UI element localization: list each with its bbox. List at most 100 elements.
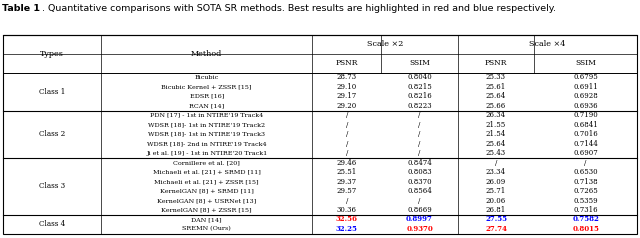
Text: RCAN [14]: RCAN [14] [189,103,225,108]
Text: PSNR: PSNR [485,59,507,67]
Text: SSIM: SSIM [409,59,430,67]
Text: Bicubic Kernel + ZSSR [15]: Bicubic Kernel + ZSSR [15] [161,84,252,89]
Text: Michaeli et al. [21] + SRMD [11]: Michaeli et al. [21] + SRMD [11] [153,170,260,175]
Text: 29.37: 29.37 [337,178,357,186]
Text: 27.74: 27.74 [485,225,507,233]
Text: 21.54: 21.54 [486,130,506,138]
Text: 0.8669: 0.8669 [407,206,432,214]
Text: /: / [419,197,420,204]
Bar [3,35,637,234]
Text: 28.73: 28.73 [337,73,357,81]
Text: /: / [346,111,348,119]
Text: Scale ×2: Scale ×2 [367,40,403,48]
Text: Class 4: Class 4 [39,220,65,228]
Text: 20.06: 20.06 [486,197,506,204]
Text: 0.8997: 0.8997 [406,215,433,223]
Text: 0.6841: 0.6841 [573,121,598,129]
Text: KernelGAN [8] + SRMD [11]: KernelGAN [8] + SRMD [11] [160,188,253,193]
Text: /: / [419,121,420,129]
Text: 32.25: 32.25 [336,225,358,233]
Text: Class 3: Class 3 [39,182,65,190]
Text: 0.7265: 0.7265 [573,187,598,195]
Text: Types: Types [40,50,64,58]
Text: . Quantitative comparisons with SOTA SR methods. Best results are highlighted in: . Quantitative comparisons with SOTA SR … [42,4,556,13]
Text: WDSR [18]- 2nd in NTIRE'19 Track4: WDSR [18]- 2nd in NTIRE'19 Track4 [147,141,266,146]
Text: Class 2: Class 2 [39,130,65,138]
Text: 25.64: 25.64 [486,92,506,100]
Text: 0.5359: 0.5359 [573,197,598,204]
Text: Bicubic: Bicubic [195,75,219,80]
Text: Table 1: Table 1 [2,4,40,13]
Text: 0.6530: 0.6530 [573,168,598,176]
Text: /: / [584,159,587,167]
Text: Method: Method [191,50,222,58]
Text: 0.8215: 0.8215 [407,83,432,91]
Text: 27.55: 27.55 [485,215,507,223]
Text: 0.8216: 0.8216 [407,92,432,100]
Text: 29.57: 29.57 [337,187,357,195]
Text: EDSR [16]: EDSR [16] [189,94,224,99]
Text: WDSR [18]- 1st in NTIRE'19 Track3: WDSR [18]- 1st in NTIRE'19 Track3 [148,132,265,137]
Text: 0.6907: 0.6907 [573,149,598,157]
Text: 0.6795: 0.6795 [573,73,598,81]
Text: KernelGAN [8] + ZSSR [15]: KernelGAN [8] + ZSSR [15] [161,208,252,213]
Text: Ji et al. [19] - 1st in NTIRE'20 Track1: Ji et al. [19] - 1st in NTIRE'20 Track1 [146,151,268,156]
Text: 30.36: 30.36 [337,206,357,214]
Text: /: / [346,140,348,148]
Text: /: / [419,140,420,148]
Text: 0.7582: 0.7582 [572,215,599,223]
Text: SREMN (Ours): SREMN (Ours) [182,226,231,232]
Text: 0.8083: 0.8083 [407,168,432,176]
Text: 0.8474: 0.8474 [407,159,432,167]
Text: Cornillere et al. [20]: Cornillere et al. [20] [173,160,240,165]
Text: Scale ×4: Scale ×4 [529,40,565,48]
Text: 29.10: 29.10 [337,83,357,91]
Text: 29.17: 29.17 [337,92,357,100]
Text: /: / [346,130,348,138]
Text: WDSR [18]- 1st in NTIRE'19 Track2: WDSR [18]- 1st in NTIRE'19 Track2 [148,122,266,127]
Text: 0.7316: 0.7316 [573,206,598,214]
Text: 0.8564: 0.8564 [407,187,432,195]
Text: 0.7144: 0.7144 [573,140,598,148]
Text: 23.34: 23.34 [486,168,506,176]
Text: 21.55: 21.55 [486,121,506,129]
Text: 0.8015: 0.8015 [572,225,599,233]
Text: 25.64: 25.64 [486,140,506,148]
Text: 0.6928: 0.6928 [573,92,598,100]
Text: 29.20: 29.20 [337,102,357,110]
Text: /: / [419,149,420,157]
Text: 29.46: 29.46 [337,159,357,167]
Text: 0.8040: 0.8040 [407,73,432,81]
Text: 25.51: 25.51 [337,168,357,176]
Text: 26.09: 26.09 [486,178,506,186]
Text: 25.33: 25.33 [486,73,506,81]
Text: /: / [346,197,348,204]
Text: SSIM: SSIM [575,59,596,67]
Text: 26.34: 26.34 [486,111,506,119]
Text: 0.6911: 0.6911 [573,83,598,91]
Text: 0.7138: 0.7138 [573,178,598,186]
Text: /: / [495,159,497,167]
Text: /: / [346,121,348,129]
Text: DAN [14]: DAN [14] [191,217,222,222]
Text: 0.6936: 0.6936 [573,102,598,110]
Text: 0.7016: 0.7016 [573,130,598,138]
Text: PSNR: PSNR [336,59,358,67]
Text: PDN [17] - 1st in NTIRE'19 Track4: PDN [17] - 1st in NTIRE'19 Track4 [150,113,263,118]
Text: 0.7190: 0.7190 [573,111,598,119]
Text: 32.56: 32.56 [336,215,358,223]
Text: /: / [419,111,420,119]
Text: Class 1: Class 1 [39,88,65,95]
Text: Michaeli et al. [21] + ZSSR [15]: Michaeli et al. [21] + ZSSR [15] [154,179,259,184]
Text: /: / [419,130,420,138]
Text: 25.61: 25.61 [486,83,506,91]
Text: KernelGAN [8] + USRNet [13]: KernelGAN [8] + USRNet [13] [157,198,257,203]
Text: 0.8370: 0.8370 [407,178,432,186]
Text: 0.9370: 0.9370 [406,225,433,233]
Text: 25.71: 25.71 [486,187,506,195]
Text: /: / [346,149,348,157]
Text: 26.81: 26.81 [486,206,506,214]
Text: 0.8223: 0.8223 [407,102,432,110]
Text: 25.43: 25.43 [486,149,506,157]
Text: 25.66: 25.66 [486,102,506,110]
